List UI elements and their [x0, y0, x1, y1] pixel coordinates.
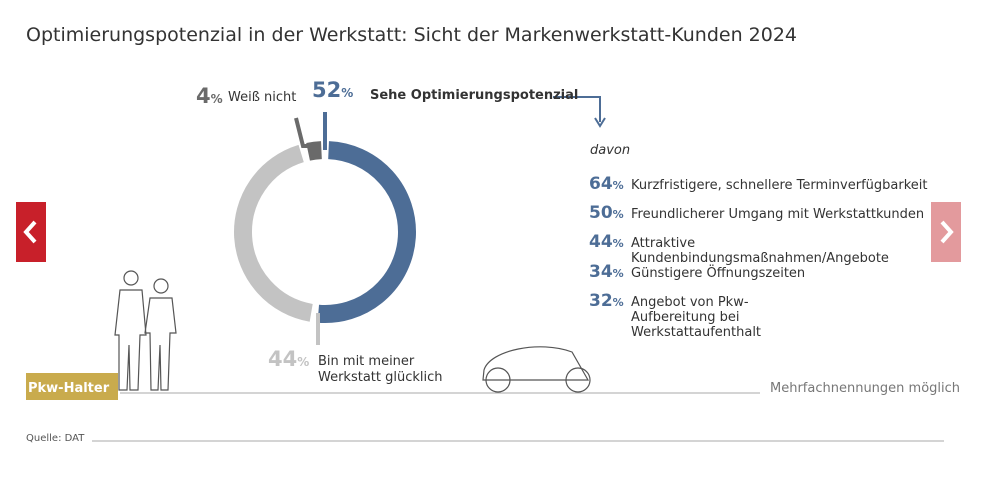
breakdown-value: 34% — [589, 262, 624, 282]
next-button[interactable] — [931, 202, 961, 262]
value: 32 — [589, 291, 613, 311]
next-icon — [940, 220, 954, 244]
note: Mehrfachnennungen möglich — [770, 381, 961, 396]
value-label: 44% — [268, 347, 309, 371]
donut-segment — [234, 144, 313, 322]
title: Optimierungspotenzial in der Werkstatt: … — [26, 24, 798, 46]
value: 44 — [268, 347, 298, 371]
value: 50 — [589, 203, 613, 223]
value: 44 — [589, 232, 613, 252]
unit: % — [612, 237, 624, 250]
breakdown-title: davon — [590, 143, 631, 158]
breakdown-label: Attraktive Kundenbindungsmaßnahmen/Angeb… — [631, 236, 889, 266]
prev-icon — [23, 220, 37, 244]
donut-segment — [306, 141, 322, 161]
breakdown-value: 32% — [589, 291, 624, 311]
value: 4 — [196, 84, 211, 108]
breakdown-label: Freundlicherer Umgang mit Werkstattkunde… — [631, 207, 925, 222]
unit: % — [297, 355, 310, 369]
connector — [553, 96, 601, 122]
category-label: Sehe Optimierungspotenzial — [370, 88, 579, 103]
car-sketch — [482, 346, 591, 393]
leader — [294, 117, 318, 148]
badge: Pkw-Halter — [28, 381, 110, 396]
donut-segment — [317, 141, 416, 323]
value-label: 52% — [312, 78, 353, 102]
category-label: Bin mit meiner Werkstatt glücklich — [318, 354, 443, 385]
breakdown-label: Angebot von Pkw-Aufbereitung bei Werksta… — [631, 295, 762, 340]
breakdown-label: Kurzfristigere, schnellere Terminverfügb… — [631, 178, 928, 193]
breakdown-value: 50% — [589, 203, 624, 223]
unit: % — [612, 296, 624, 309]
category-label: Weiß nicht — [228, 90, 297, 105]
value: 34 — [589, 262, 613, 282]
prev-button[interactable] — [16, 202, 46, 262]
unit: % — [612, 267, 624, 280]
people-sketch — [114, 270, 177, 391]
source: Quelle: DAT — [26, 433, 85, 444]
connector-head — [594, 117, 606, 128]
breakdown-value: 44% — [589, 232, 624, 252]
value-label: 4% — [196, 84, 223, 108]
unit: % — [341, 86, 354, 100]
unit: % — [210, 92, 223, 106]
unit: % — [612, 179, 624, 192]
unit: % — [612, 208, 624, 221]
value: 52 — [312, 78, 342, 102]
breakdown-value: 64% — [589, 174, 624, 194]
breakdown-label: Günstigere Öffnungszeiten — [631, 266, 806, 281]
badge-bg — [26, 373, 118, 400]
value: 64 — [589, 174, 613, 194]
